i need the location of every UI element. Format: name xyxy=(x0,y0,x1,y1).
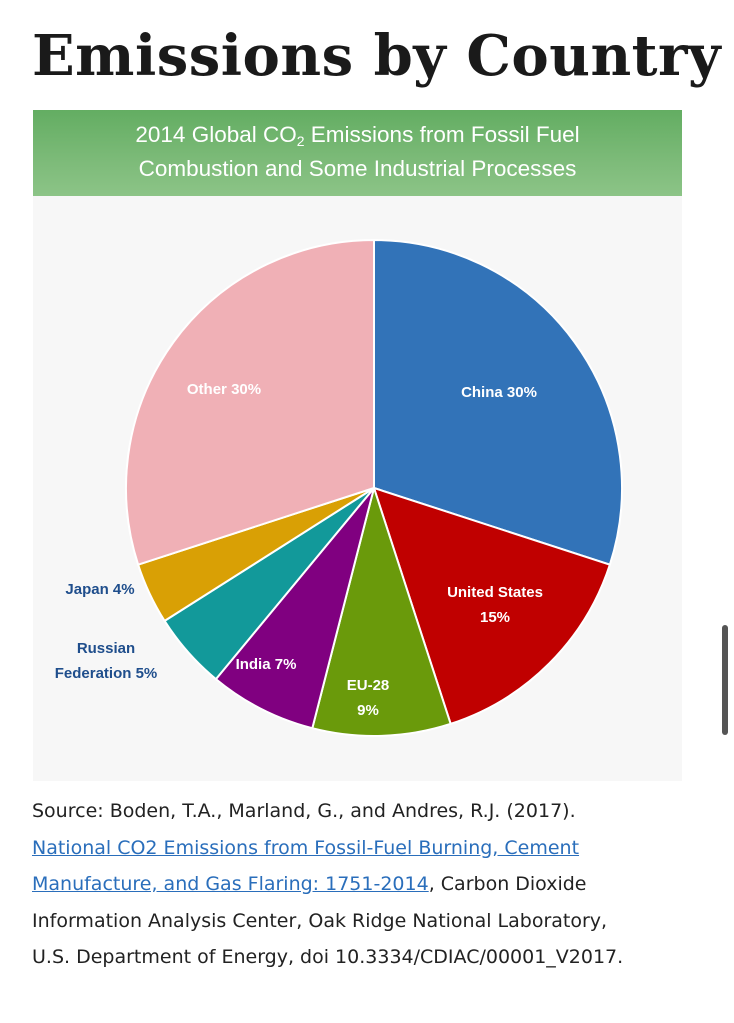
page-title: Emissions by Country xyxy=(32,23,722,89)
chart-card: 2014 Global CO2 Emissions from Fossil Fu… xyxy=(33,110,682,781)
scrollbar-thumb[interactable] xyxy=(722,625,728,735)
pie-label-china-30: China 30% xyxy=(461,384,537,401)
source-link[interactable]: National CO2 Emissions from Fossil-Fuel … xyxy=(32,836,580,896)
chart-title-subscript: 2 xyxy=(296,133,305,149)
pie-label-india-7: India 7% xyxy=(236,656,297,673)
pie-label-russian-federation-5: Russian Federation 5% xyxy=(55,640,158,682)
pie-slice-united-states-15 xyxy=(372,486,612,726)
pie-slice-eu-28-9 xyxy=(311,484,452,737)
pie-chart: China 30% United States 15% EU-28 9% India 7%… xyxy=(55,238,623,737)
source-suffix: , Carbon Dioxide Information Analysis Ce… xyxy=(32,873,624,968)
pie-slice-india-7 xyxy=(214,487,375,730)
chart-title-line-1-pre: 2014 Global CO xyxy=(135,122,297,147)
pie-label-united-states-15: United States 15% xyxy=(447,584,543,626)
chart-title-line-2: Combustion and Some Industrial Processes xyxy=(138,156,577,181)
pie-label-other-30: Other 30% xyxy=(187,381,261,398)
pie-slice-other-30 xyxy=(125,238,375,566)
source-prefix: Source: Boden, T.A., Marland, G., and An… xyxy=(32,800,576,822)
chart-title: 2014 Global CO2 Emissions from Fossil Fu… xyxy=(33,110,682,196)
pie-label-japan-4: Japan 4% xyxy=(65,581,134,598)
pie-slice-china-30 xyxy=(373,238,623,566)
source-citation: Source: Boden, T.A., Marland, G., and An… xyxy=(32,793,642,976)
chart-title-line-1: 2014 Global CO2 Emissions from Fossil Fu… xyxy=(33,118,682,158)
chart-title-line-1-post: Emissions from Fossil Fuel xyxy=(304,122,580,147)
pie-label-eu-28-9: EU-28 9% xyxy=(347,677,390,719)
